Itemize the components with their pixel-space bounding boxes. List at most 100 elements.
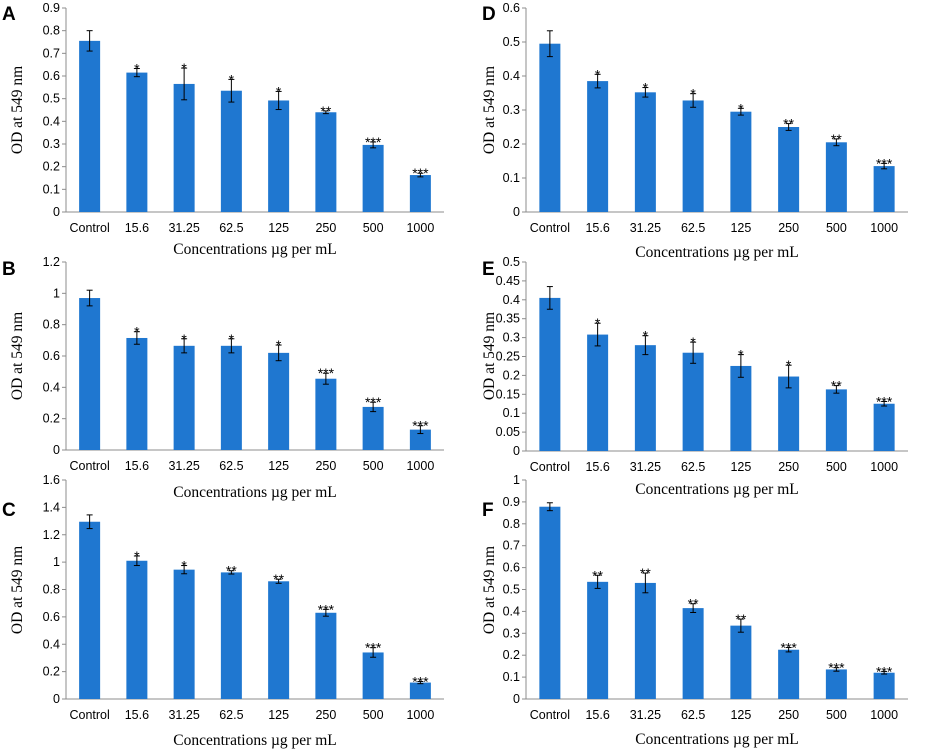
panel-d-bar-3 [682,100,704,212]
panel-c-significance-1: * [134,548,140,564]
panel-b-y-tick-label: 1 [53,286,60,300]
panel-f-significance-6: *** [828,660,845,676]
panel-e-bar-5 [778,376,800,451]
panel-b-bar-3 [220,345,242,450]
panel-e-significance-6: ** [831,378,842,394]
panel-e-x-tick-label-2: 31.25 [630,460,661,474]
panel-a-y-tick-label: 0 [53,205,60,219]
panel-a-significance-3: * [229,71,235,87]
panel-b-significance-1: * [134,324,140,340]
panel-c-bar-5 [315,612,337,699]
panel-a-x-tick-label-1: 15.6 [125,221,149,235]
panel-f-significance-4: ** [735,611,746,627]
panel-b-y-tick-label: 1.2 [43,255,60,269]
panel-c-x-axis-title: Concentrations µg per mL [173,732,336,749]
panel-b-significance-4: * [276,337,282,353]
panel-d-y-tick-label: 0.4 [503,69,520,83]
panel-d-x-tick-label-1: 15.6 [585,221,609,235]
panel-a-y-tick-label: 0.3 [43,137,60,151]
panel-a-significance-1: * [134,61,140,77]
panel-d-significance-7: *** [876,155,893,171]
panel-f-x-tick-label-0: Control [530,708,570,722]
panel-d-x-tick-label-3: 62.5 [681,221,705,235]
panel-a-significance-2: * [181,60,187,76]
panel-d-x-tick-label-6: 500 [826,221,847,235]
panel-e-x-tick-label-1: 15.6 [585,460,609,474]
panel-f-x-tick-label-6: 500 [826,708,847,722]
panel-b-x-tick-label-4: 125 [268,459,289,473]
panel-a-bar-4 [268,100,290,212]
panel-a-x-tick-label-4: 125 [268,221,289,235]
panel-e-y-tick-label: 0.15 [496,387,520,401]
panel-e-significance-7: *** [876,393,893,409]
panel-a-y-tick-label: 0.6 [43,69,60,83]
panel-f-x-tick-label-5: 250 [778,708,799,722]
panel-d-bar-0 [539,43,561,213]
panel-d-y-tick-label: 0.6 [503,1,520,15]
panel-b-letter: B [2,259,16,280]
panel-f-bar-1 [587,581,609,699]
panel-d-x-tick-label-5: 250 [778,221,799,235]
panel-c-y-tick-label: 1.6 [43,473,60,487]
panel-c-x-tick-label-0: Control [69,708,109,722]
panel-c-x-tick-label-6: 500 [363,708,384,722]
panel-a-x-tick-label-2: 31.25 [168,221,199,235]
panel-b-significance-5: *** [318,365,335,381]
panel-c-bar-7 [409,682,431,699]
panel-a-y-tick-label: 0.4 [43,114,60,128]
panel-d-bar-4 [730,111,752,212]
panel-a-x-tick-label-0: Control [69,221,109,235]
panel-e-y-tick-label: 0.35 [496,312,520,326]
panel-b-bar-5 [315,378,337,450]
panel-a-letter: A [2,4,16,25]
panel-c-x-tick-label-1: 15.6 [125,708,149,722]
panel-d-y-tick-label: 0.5 [503,35,520,49]
panel-f-y-tick-label: 0.6 [503,561,520,575]
panel-c-y-tick-label: 0.2 [43,665,60,679]
panel-c-significance-5: *** [318,601,335,617]
panel-c-x-tick-label-4: 125 [268,708,289,722]
panel-d-y-tick-label: 0.2 [503,137,520,151]
panel-a-bar-3 [220,90,242,212]
panel-b-bar-4 [268,352,290,450]
panel-a-bar-7 [409,175,431,212]
panel-b-x-axis-title: Concentrations µg per mL [173,484,336,501]
panel-d-letter: D [482,4,496,25]
panel-f-bar-5 [778,649,800,699]
panel-e-y-tick-label: 0.2 [503,368,520,382]
panel-b-bar-7 [409,429,431,450]
panel-d-significance-1: * [595,66,601,82]
panel-e-y-tick-label: 0.45 [496,274,520,288]
panel-d-x-axis-title: Concentrations µg per mL [635,244,798,261]
panel-b-significance-3: * [229,331,235,347]
panel-e-y-tick-label: 0.5 [503,255,520,269]
panel-a-y-tick-label: 0.5 [43,92,60,106]
panel-f-significance-2: ** [640,565,651,581]
panel-d-y-tick-label: 0.3 [503,103,520,117]
panel-c-y-axis-title: OD at 549 nm [9,546,26,634]
panel-b-bar-6 [362,406,384,450]
panel-a-bar-5 [315,112,337,212]
panel-e-x-tick-label-0: Control [530,460,570,474]
panel-b-y-axis-title: OD at 549 nm [9,312,26,400]
panel-a-bar-0 [79,40,101,212]
panel-f-significance-3: ** [688,596,699,612]
panel-b-y-tick-label: 0.2 [43,412,60,426]
panel-c-significance-2: * [181,558,187,574]
panel-f-letter: F [482,500,494,521]
panel-d-significance-5: ** [783,116,794,132]
panel-c-x-tick-label-7: 1000 [406,708,434,722]
panel-d-y-tick-label: 0 [513,205,520,219]
panel-a-bar-6 [362,144,384,212]
panel-f-significance-5: *** [780,640,797,656]
panel-d-significance-6: ** [831,131,842,147]
panel-b-y-tick-label: 0 [53,443,60,457]
panel-f-x-tick-label-3: 62.5 [681,708,705,722]
panel-e-y-tick-label: 0 [513,444,520,458]
panel-c-x-tick-label-3: 62.5 [219,708,243,722]
panel-f-significance-1: ** [592,567,603,583]
panel-a-y-tick-label: 0.9 [43,1,60,15]
panel-e-significance-1: * [595,315,601,331]
panel-e-bar-4 [730,365,752,451]
